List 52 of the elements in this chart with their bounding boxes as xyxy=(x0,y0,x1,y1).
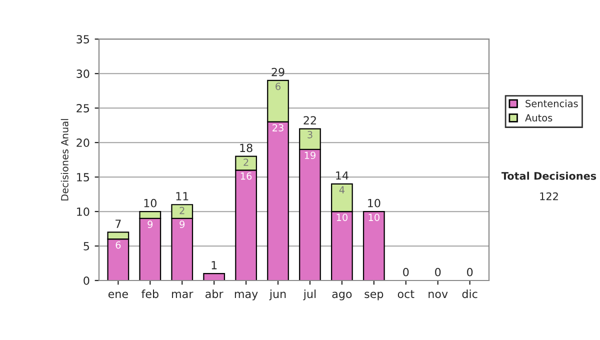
legend-label: Autos xyxy=(525,114,552,122)
y-tick-label: 25 xyxy=(76,104,89,112)
data-label: 10 xyxy=(336,214,348,222)
x-tick-label: dic xyxy=(462,290,478,298)
y-tick-label: 20 xyxy=(76,138,90,147)
total-label: 29 xyxy=(272,68,284,76)
x-tick-label: jun xyxy=(269,290,286,300)
total-label: 7 xyxy=(116,220,121,228)
x-tick-label: feb xyxy=(142,290,158,298)
x-tick-label: nov xyxy=(428,292,448,298)
text: 122 xyxy=(540,192,558,200)
data-label: 19 xyxy=(304,152,316,160)
data-label: 9 xyxy=(180,220,185,228)
total-label: 0 xyxy=(435,268,441,276)
y-tick-label: 10 xyxy=(77,208,90,216)
data-label: 3 xyxy=(308,131,312,138)
total-label: 0 xyxy=(467,268,473,276)
total-label: 10 xyxy=(144,198,156,208)
data-label: 6 xyxy=(116,241,121,249)
x-tick-label: oct xyxy=(398,290,414,298)
y-tick-label: 30 xyxy=(76,70,90,78)
data-label: 2 xyxy=(180,206,184,214)
x-tick-label: mar xyxy=(172,292,194,298)
total-label: 18 xyxy=(240,144,252,152)
data-label: 16 xyxy=(240,172,252,180)
x-tick-label: may xyxy=(234,292,258,300)
bar xyxy=(362,210,385,280)
y-axis-title: Decisiones Anual xyxy=(60,119,68,200)
y-tick-label: 35 xyxy=(76,35,89,44)
x-tick-label: ene xyxy=(108,292,128,298)
data-label: 2 xyxy=(244,158,248,166)
y-tick-label: 0 xyxy=(84,276,90,285)
data-label: 4 xyxy=(339,186,344,194)
total-label: 1 xyxy=(212,261,217,270)
x-tick-label: ago xyxy=(332,292,352,300)
x-tick-label: jul xyxy=(303,290,316,300)
total-label: 22 xyxy=(304,116,316,124)
total-label: 10 xyxy=(368,198,380,208)
bar xyxy=(203,273,226,280)
y-tick-label: 15 xyxy=(77,173,89,182)
total-label: 0 xyxy=(403,268,409,276)
text: Total Decisiones xyxy=(501,172,596,180)
total-label: 14 xyxy=(336,171,348,180)
x-tick-label: sep xyxy=(364,292,384,300)
x-tick-label: abr xyxy=(206,290,224,298)
data-label: 23 xyxy=(272,124,284,132)
data-label: 10 xyxy=(368,214,380,222)
data-label: 6 xyxy=(276,82,280,90)
legend-label: Sentencias xyxy=(526,100,578,108)
total-label: 11 xyxy=(176,192,188,200)
y-tick-label: 5 xyxy=(84,242,89,250)
data-label: 9 xyxy=(148,220,153,228)
